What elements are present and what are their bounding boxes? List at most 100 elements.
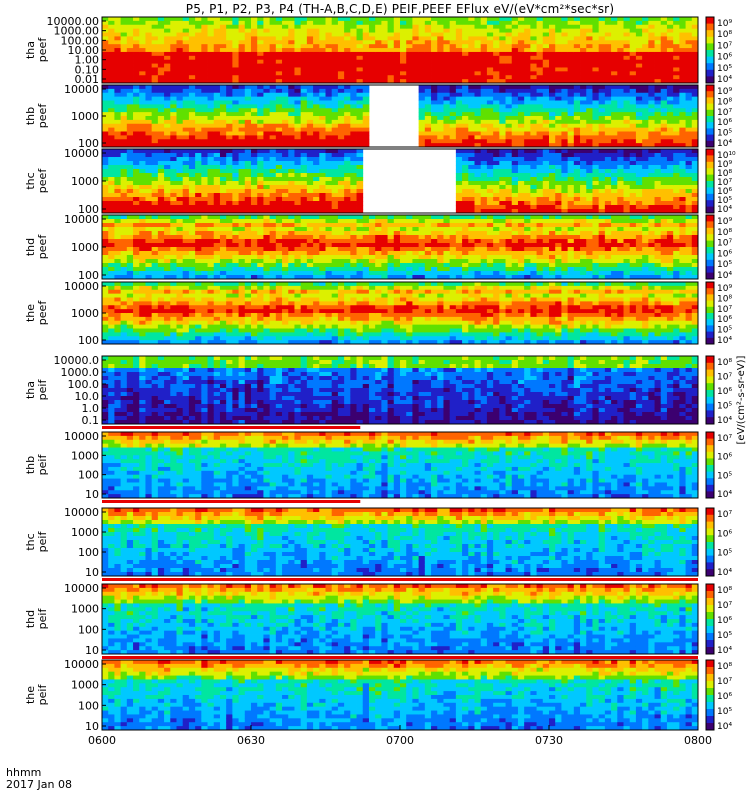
heatmap-cell bbox=[270, 48, 277, 52]
heatmap-cell bbox=[220, 271, 227, 275]
heatmap-cell bbox=[592, 173, 599, 177]
heatmap-cell bbox=[226, 17, 233, 21]
heatmap-cell bbox=[108, 139, 115, 143]
heatmap-cell bbox=[568, 56, 575, 60]
heatmap-cell bbox=[127, 251, 134, 255]
heatmap-cell bbox=[512, 44, 519, 48]
heatmap-cell bbox=[158, 177, 165, 181]
spectrogram-figure: 10000.001000.00100.0010.001.000.100.01th… bbox=[0, 0, 750, 800]
heatmap-cell bbox=[319, 215, 326, 219]
heatmap-cell bbox=[561, 112, 568, 116]
heatmap-cell bbox=[332, 120, 339, 124]
heatmap-cell bbox=[251, 60, 258, 64]
heatmap-cell bbox=[307, 153, 314, 157]
heatmap-cell bbox=[369, 17, 376, 21]
heatmap-cell bbox=[133, 215, 140, 219]
heatmap-cell bbox=[642, 93, 649, 97]
heatmap-cell bbox=[512, 21, 519, 25]
heatmap-cell bbox=[189, 271, 196, 275]
colorbar-tick-label: 10⁸ bbox=[717, 30, 732, 40]
heatmap-cell bbox=[605, 124, 612, 128]
heatmap-cell bbox=[282, 25, 289, 29]
heatmap-cell bbox=[270, 201, 277, 205]
heatmap-cell bbox=[661, 165, 668, 169]
heatmap-cell bbox=[475, 40, 482, 44]
heatmap-cell bbox=[177, 93, 184, 97]
colorbar-segment bbox=[706, 135, 714, 142]
heatmap-cell bbox=[114, 67, 121, 71]
heatmap-cell bbox=[630, 101, 637, 105]
heatmap-cell bbox=[518, 44, 525, 48]
heatmap-cell bbox=[214, 116, 221, 120]
heatmap-cell bbox=[655, 60, 662, 64]
heatmap-cell bbox=[332, 157, 339, 161]
heatmap-cell bbox=[319, 21, 326, 25]
heatmap-cell bbox=[487, 128, 494, 132]
heatmap-cell bbox=[692, 201, 699, 205]
heatmap-cell bbox=[493, 124, 500, 128]
heatmap-cell bbox=[263, 104, 270, 108]
heatmap-cell bbox=[201, 128, 208, 132]
heatmap-cell bbox=[139, 239, 146, 243]
heatmap-cell bbox=[431, 104, 438, 108]
heatmap-cell bbox=[189, 60, 196, 64]
heatmap-cell bbox=[568, 60, 575, 64]
heatmap-cell bbox=[226, 52, 233, 56]
heatmap-cell bbox=[493, 112, 500, 116]
heatmap-cell bbox=[263, 128, 270, 132]
heatmap-cell bbox=[369, 75, 376, 79]
heatmap-cell bbox=[276, 124, 283, 128]
heatmap-cell bbox=[164, 48, 171, 52]
heatmap-cell bbox=[332, 40, 339, 44]
heatmap-cell bbox=[232, 197, 239, 201]
heatmap-cell bbox=[133, 227, 140, 231]
heatmap-cell bbox=[127, 120, 134, 124]
heatmap-cell bbox=[561, 25, 568, 29]
heatmap-cell bbox=[332, 29, 339, 33]
heatmap-cell bbox=[183, 124, 190, 128]
heatmap-cell bbox=[201, 181, 208, 185]
heatmap-cell bbox=[568, 48, 575, 52]
heatmap-cell bbox=[344, 124, 351, 128]
heatmap-cell bbox=[164, 40, 171, 44]
heatmap-cell bbox=[630, 75, 637, 79]
heatmap-cell bbox=[301, 255, 308, 259]
heatmap-cell bbox=[611, 89, 618, 93]
heatmap-cell bbox=[661, 161, 668, 165]
heatmap-cell bbox=[139, 149, 146, 153]
heatmap-cell bbox=[506, 197, 513, 201]
heatmap-cell bbox=[158, 101, 165, 105]
heatmap-cell bbox=[301, 153, 308, 157]
heatmap-cell bbox=[195, 67, 202, 71]
heatmap-cell bbox=[679, 64, 686, 68]
heatmap-cell bbox=[617, 201, 624, 205]
heatmap-cell bbox=[592, 52, 599, 56]
heatmap-cell bbox=[437, 52, 444, 56]
heatmap-cell bbox=[357, 36, 364, 40]
heatmap-cell bbox=[636, 104, 643, 108]
heatmap-cell bbox=[537, 149, 544, 153]
heatmap-cell bbox=[580, 132, 587, 136]
heatmap-cell bbox=[326, 149, 333, 153]
heatmap-cell bbox=[462, 205, 469, 209]
heatmap-cell bbox=[294, 36, 301, 40]
heatmap-cell bbox=[561, 85, 568, 89]
heatmap-cell bbox=[288, 181, 295, 185]
heatmap-cell bbox=[357, 197, 364, 201]
heatmap-cell bbox=[487, 124, 494, 128]
heatmap-cell bbox=[189, 243, 196, 247]
heatmap-cell bbox=[636, 185, 643, 189]
heatmap-cell bbox=[226, 251, 233, 255]
heatmap-cell bbox=[642, 193, 649, 197]
heatmap-cell bbox=[145, 149, 152, 153]
heatmap-cell bbox=[636, 120, 643, 124]
heatmap-cell bbox=[282, 263, 289, 267]
heatmap-cell bbox=[121, 97, 128, 101]
heatmap-cell bbox=[586, 169, 593, 173]
heatmap-cell bbox=[568, 29, 575, 33]
heatmap-cell bbox=[108, 149, 115, 153]
heatmap-cell bbox=[263, 149, 270, 153]
heatmap-cell bbox=[431, 101, 438, 105]
heatmap-cell bbox=[481, 185, 488, 189]
heatmap-cell bbox=[580, 181, 587, 185]
